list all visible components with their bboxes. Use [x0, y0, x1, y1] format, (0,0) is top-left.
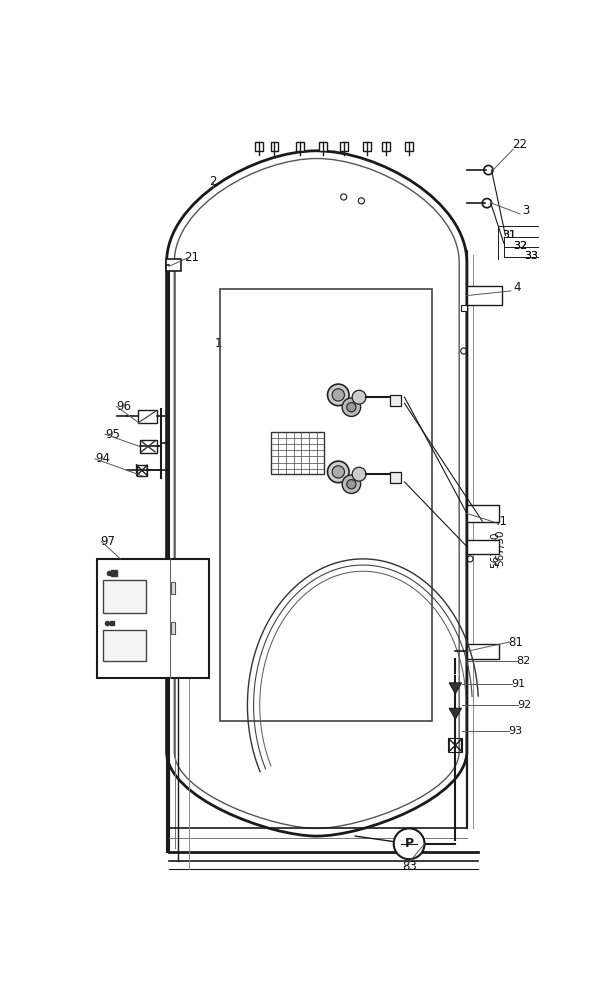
Circle shape [352, 390, 366, 404]
Text: 3: 3 [523, 204, 530, 217]
Text: 32: 32 [513, 241, 527, 251]
Bar [467, 644, 499, 659]
Text: 31: 31 [502, 231, 517, 240]
Text: 94: 94 [95, 452, 110, 465]
Bar [220, 289, 432, 721]
Bar [405, 142, 413, 151]
Bar [363, 142, 371, 151]
Text: 2: 2 [209, 175, 217, 188]
Text: 83: 83 [401, 860, 417, 873]
Circle shape [342, 475, 360, 493]
Text: 32: 32 [513, 241, 527, 251]
Polygon shape [449, 683, 461, 694]
Circle shape [332, 466, 345, 478]
Bar [271, 142, 278, 151]
Text: 93: 93 [509, 726, 523, 736]
Text: P: P [405, 837, 414, 850]
Bar [97, 559, 209, 678]
Bar [296, 142, 304, 151]
Circle shape [352, 467, 366, 481]
Bar [382, 142, 390, 151]
Text: 21: 21 [184, 251, 200, 264]
Text: 95: 95 [105, 428, 120, 441]
Text: 96: 96 [117, 400, 132, 413]
Circle shape [342, 398, 360, 416]
Text: 567/50: 567/50 [495, 529, 505, 566]
Text: 1: 1 [214, 337, 222, 350]
Text: 97: 97 [100, 535, 115, 548]
Polygon shape [449, 708, 461, 719]
Bar [255, 142, 263, 151]
Text: 82: 82 [516, 656, 530, 666]
Bar [467, 286, 501, 305]
Bar [467, 540, 499, 554]
Bar [103, 630, 146, 661]
Text: 567/50: 567/50 [490, 531, 501, 568]
Text: 4: 4 [513, 281, 521, 294]
Bar [340, 142, 348, 151]
Bar [171, 582, 175, 594]
Text: 31: 31 [502, 231, 517, 240]
Circle shape [347, 480, 356, 489]
Text: 91: 91 [512, 679, 526, 689]
Text: 41: 41 [493, 515, 507, 528]
Bar [140, 440, 157, 453]
Bar [467, 505, 499, 522]
Bar [319, 142, 327, 151]
Bar [271, 432, 324, 474]
Bar [103, 580, 146, 613]
Circle shape [332, 389, 345, 401]
Text: T: T [453, 674, 458, 683]
Circle shape [394, 828, 425, 859]
Bar [166, 259, 181, 271]
Text: 92: 92 [518, 700, 532, 710]
Bar [390, 472, 401, 483]
Bar [136, 465, 147, 476]
Bar [449, 738, 462, 752]
Circle shape [327, 461, 349, 483]
PathPatch shape [166, 151, 467, 836]
Text: 22: 22 [512, 138, 527, 151]
Circle shape [327, 384, 349, 406]
Bar [171, 622, 175, 634]
Text: 81: 81 [508, 636, 523, 649]
Bar [461, 305, 467, 311]
Text: 33: 33 [524, 251, 538, 261]
Bar [138, 410, 157, 423]
Bar [390, 395, 401, 406]
Text: 33: 33 [524, 251, 538, 261]
Circle shape [347, 403, 356, 412]
